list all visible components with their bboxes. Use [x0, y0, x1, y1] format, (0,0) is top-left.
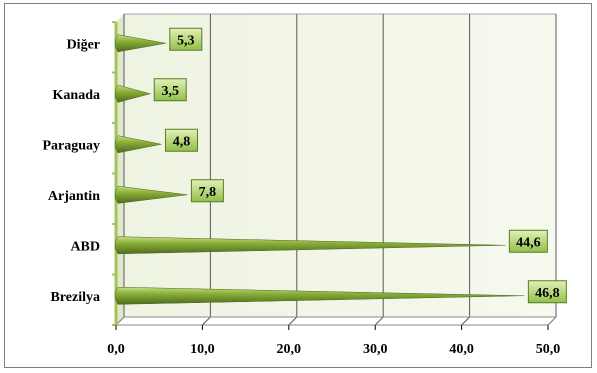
category-label-brezilya: Brezilya — [50, 290, 100, 305]
plot-area — [116, 14, 556, 325]
data-label-arjantin: 7,8 — [190, 179, 224, 203]
bar-abd — [114, 236, 506, 255]
bar-brezilya — [114, 286, 525, 305]
category-label-kanada: Kanada — [53, 88, 100, 103]
axis-floor — [112, 21, 558, 330]
data-label-value: 46,8 — [535, 286, 560, 301]
data-label-box — [190, 179, 224, 203]
data-label-value: 4,8 — [173, 134, 191, 149]
gridlines — [115, 13, 557, 326]
data-label-box — [508, 229, 548, 253]
x-tick-label-4: 40,0 — [449, 342, 474, 357]
bar-diğer — [114, 34, 166, 53]
data-label-box — [153, 78, 187, 102]
data-label-kanada: 3,5 — [153, 78, 187, 102]
data-label-box — [164, 128, 198, 152]
category-label-diğer: Diğer — [67, 37, 100, 52]
floor-plane — [114, 316, 558, 326]
category-label-abd: ABD — [70, 239, 100, 254]
data-label-value: 44,6 — [516, 235, 541, 250]
gridline-floor-1 — [202, 316, 211, 326]
data-label-value: 5,3 — [177, 33, 195, 48]
data-label-box — [169, 27, 203, 51]
data-label-brezilya: 46,8 — [527, 280, 567, 304]
gridline-floor-3 — [374, 316, 384, 326]
data-label-box — [527, 280, 567, 304]
gridline-floor-2 — [288, 316, 298, 326]
data-label-paraguay: 4,8 — [164, 128, 198, 152]
bar-chart: Brezilya ABD Arjantin Paraguay Kanada Diğer 0… — [42, 13, 567, 357]
x-tick-label-1: 10,0 — [190, 342, 215, 357]
x-tick-label-0: 0,0 — [107, 342, 125, 357]
x-axis-tick-labels: 0,0 10,0 20,0 30,0 40,0 50,0 — [107, 342, 560, 357]
data-labels: 46,8 44,6 7,8 4,8 3,5 5,3 — [153, 27, 567, 304]
bar-kanada — [114, 84, 152, 103]
bar-arjantin — [114, 185, 188, 204]
bar-paraguay — [114, 135, 162, 154]
category-label-paraguay: Paraguay — [42, 138, 100, 153]
x-tick-label-3: 30,0 — [363, 342, 388, 357]
gridline-floor-4 — [461, 316, 470, 326]
plot-wall — [124, 14, 556, 317]
category-labels: Brezilya ABD Arjantin Paraguay Kanada Diğer — [42, 37, 100, 305]
bars — [114, 34, 525, 305]
data-label-value: 7,8 — [199, 185, 217, 200]
data-label-diğer: 5,3 — [169, 27, 203, 51]
data-label-value: 3,5 — [161, 84, 179, 99]
chart-frame: Brezilya ABD Arjantin Paraguay Kanada Diğer 0… — [4, 3, 592, 368]
x-tick-label-5: 50,0 — [536, 342, 561, 357]
data-label-abd: 44,6 — [508, 229, 548, 253]
x-tick-label-2: 20,0 — [277, 342, 302, 357]
category-label-arjantin: Arjantin — [48, 189, 100, 204]
